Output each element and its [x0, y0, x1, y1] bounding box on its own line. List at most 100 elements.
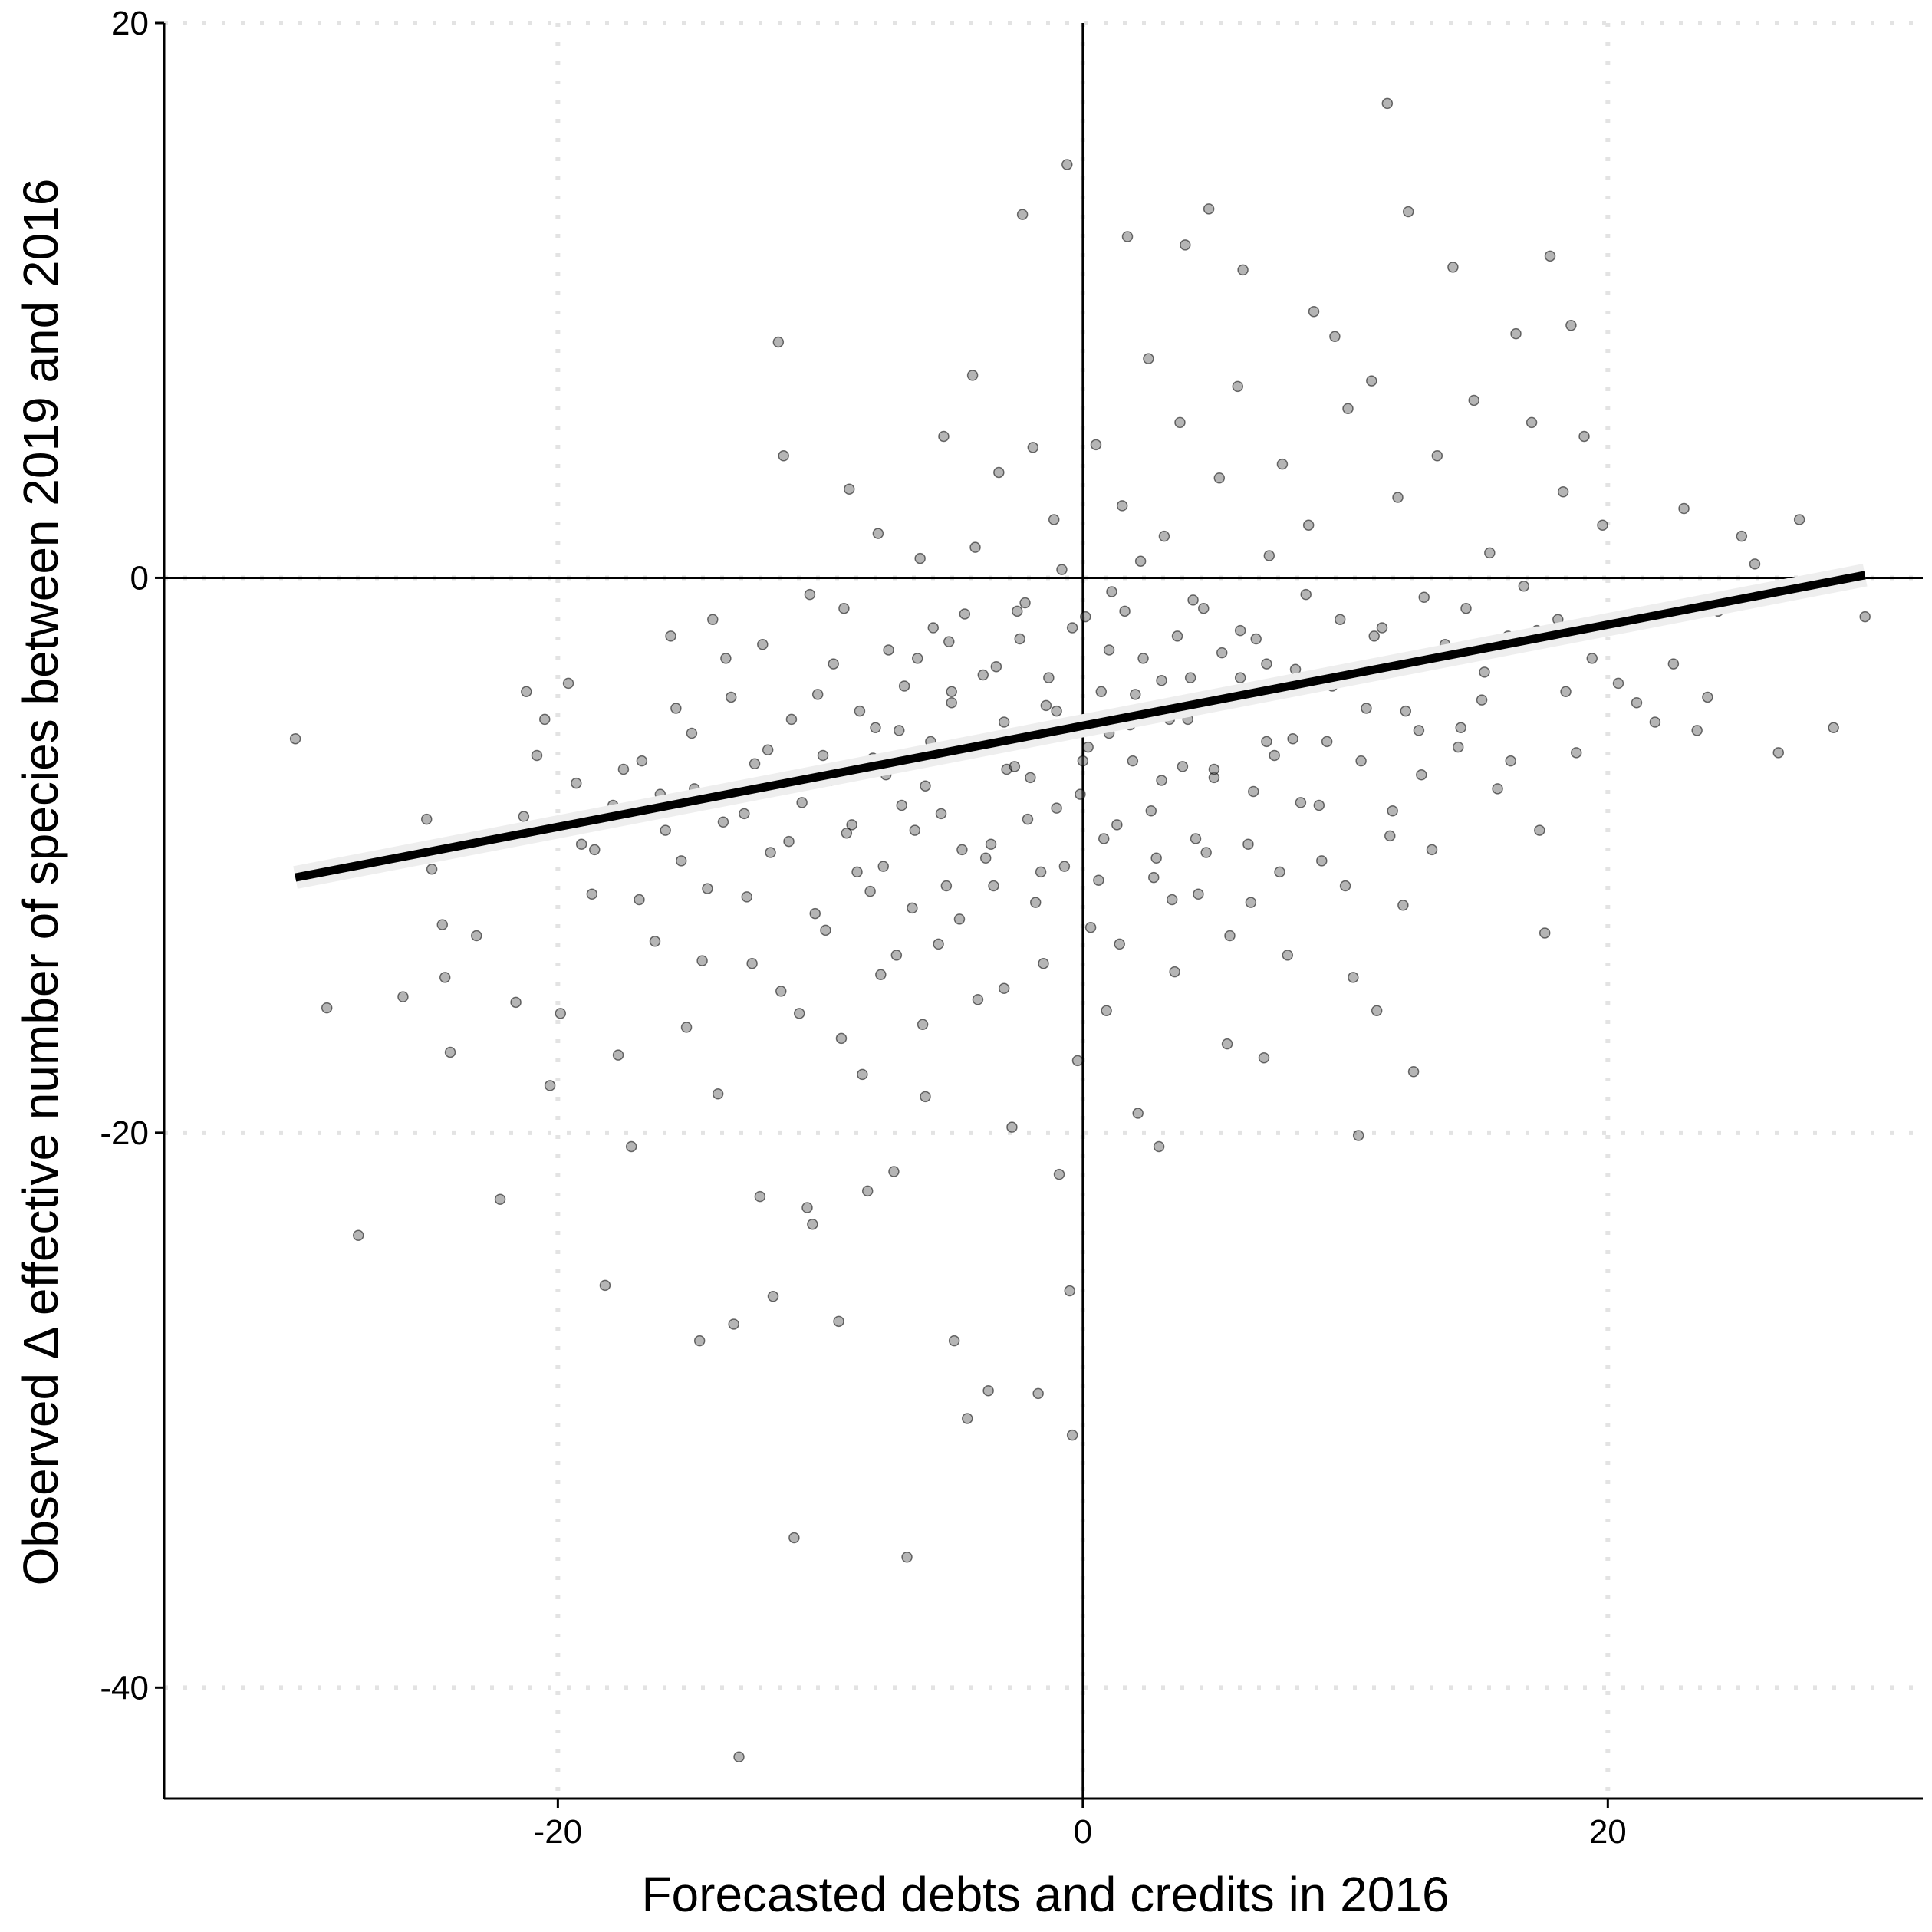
data-point — [1051, 705, 1062, 717]
data-point — [1027, 442, 1039, 453]
data-point — [471, 930, 482, 942]
data-point — [1649, 716, 1661, 728]
data-point — [948, 1335, 960, 1347]
data-point — [1066, 1429, 1078, 1441]
data-point — [946, 686, 957, 697]
data-point — [762, 744, 774, 755]
data-point — [1156, 775, 1167, 786]
data-point — [1066, 622, 1078, 634]
data-point — [665, 630, 676, 642]
data-point — [870, 722, 881, 734]
data-point — [767, 1291, 779, 1302]
data-point — [1032, 1387, 1044, 1400]
data-point — [599, 1279, 611, 1292]
data-point — [1274, 866, 1285, 878]
data-point — [707, 614, 719, 625]
data-point — [1612, 677, 1624, 690]
data-point — [444, 1046, 456, 1058]
data-point — [436, 919, 449, 930]
data-point — [898, 680, 910, 692]
data-point — [969, 541, 981, 553]
data-point — [1171, 630, 1183, 642]
data-point — [972, 994, 984, 1005]
data-point — [1361, 703, 1372, 714]
data-points — [289, 97, 1871, 1762]
data-point — [1329, 331, 1341, 342]
data-point — [1505, 755, 1516, 767]
y-tick-label: 20 — [111, 5, 149, 42]
data-point — [883, 644, 894, 656]
data-point — [696, 955, 708, 966]
data-point — [1586, 653, 1598, 664]
data-point — [1402, 206, 1414, 218]
data-point — [1667, 658, 1680, 670]
data-point — [1043, 672, 1055, 683]
data-point — [793, 1008, 805, 1019]
data-point — [712, 1088, 724, 1100]
data-point — [807, 1218, 818, 1230]
y-axis-title: Observed Δ effective number of species b… — [13, 179, 68, 1586]
data-point — [1321, 736, 1333, 748]
data-point — [1250, 633, 1262, 645]
data-point — [920, 1091, 931, 1103]
data-point — [841, 827, 853, 839]
data-point — [804, 588, 816, 601]
data-point — [985, 838, 997, 850]
data-point — [625, 1140, 637, 1153]
data-point — [1121, 231, 1134, 242]
data-point — [1534, 824, 1545, 836]
data-point — [1106, 586, 1117, 597]
data-point — [1232, 380, 1244, 393]
data-point — [857, 1068, 868, 1081]
data-point — [1565, 320, 1577, 331]
data-point — [982, 1385, 994, 1397]
data-point — [1098, 833, 1110, 844]
data-point — [1352, 1130, 1364, 1141]
data-point — [1025, 772, 1036, 784]
data-point — [988, 880, 999, 892]
data-point — [1371, 1005, 1383, 1016]
data-point — [649, 936, 661, 947]
data-point — [977, 669, 989, 681]
data-point — [943, 636, 955, 647]
trend-line-group — [293, 564, 1868, 889]
data-point — [864, 885, 876, 897]
data-point — [778, 450, 789, 462]
data-point — [575, 838, 587, 850]
data-point — [1736, 530, 1748, 542]
data-point — [1237, 264, 1249, 276]
data-point — [1119, 605, 1131, 617]
data-point — [728, 1318, 739, 1330]
data-point — [1200, 847, 1212, 858]
data-point — [757, 639, 769, 650]
data-point — [1366, 375, 1377, 387]
data-point — [1431, 450, 1443, 462]
data-point — [1245, 897, 1257, 908]
x-tick-label: 20 — [1589, 1813, 1627, 1851]
data-point — [693, 1335, 706, 1347]
axes — [163, 23, 1923, 1800]
data-point — [1418, 591, 1430, 604]
data-point — [1071, 1055, 1084, 1067]
data-point — [720, 653, 732, 664]
data-point — [397, 991, 409, 1002]
data-point — [1300, 588, 1312, 601]
data-point — [754, 1190, 766, 1203]
data-point — [817, 749, 829, 762]
data-point — [733, 1751, 745, 1762]
y-tick-label: 0 — [130, 559, 149, 597]
data-point — [1009, 761, 1021, 772]
data-point — [555, 1008, 567, 1019]
data-point — [1095, 686, 1108, 697]
data-point — [1570, 747, 1582, 759]
data-point — [1190, 833, 1202, 844]
data-point — [634, 894, 645, 906]
data-point — [1174, 416, 1186, 429]
data-point — [544, 1080, 556, 1091]
data-point — [1019, 597, 1031, 609]
data-point — [586, 888, 598, 900]
data-point — [562, 677, 574, 690]
data-point — [749, 758, 761, 770]
data-point — [1263, 550, 1275, 561]
